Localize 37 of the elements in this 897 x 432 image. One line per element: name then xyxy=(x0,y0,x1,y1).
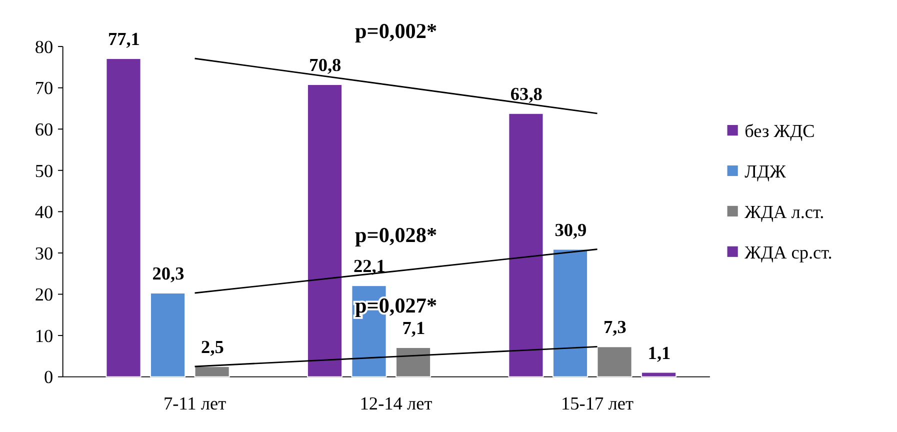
annotation: p=0,028* xyxy=(354,223,438,248)
data-label: 63,8 xyxy=(510,84,542,104)
legend-label: ЖДА л.ст. xyxy=(744,202,824,222)
bar xyxy=(552,248,588,378)
bar xyxy=(150,292,186,378)
y-tick-label: 80 xyxy=(34,36,54,57)
y-tick-label: 0 xyxy=(44,367,54,388)
data-label: 7,3 xyxy=(604,317,626,338)
data-label: 30,9 xyxy=(554,220,587,240)
y-tick-label: 60 xyxy=(34,119,54,140)
bar xyxy=(396,347,432,378)
y-tick-label: 50 xyxy=(34,160,54,181)
y-tick-label: 70 xyxy=(34,78,54,98)
legend-label: без ЖДС xyxy=(744,121,815,142)
bar xyxy=(641,372,677,378)
data-label: 7,1 xyxy=(402,318,426,338)
data-label: 77,1 xyxy=(108,29,140,50)
x-tick-label: 12-14 лет xyxy=(360,394,432,414)
y-tick-label: 20 xyxy=(34,284,54,305)
bar xyxy=(194,366,230,378)
y-tick-label: 40 xyxy=(34,202,54,222)
x-tick-label: 7-11 лет xyxy=(163,394,226,414)
legend-label: ЖДА ср.ст. xyxy=(744,242,832,263)
data-label: 2,5 xyxy=(201,337,224,358)
y-tick-label: 30 xyxy=(34,243,54,264)
bar xyxy=(106,58,142,378)
data-label: 1,1 xyxy=(648,342,671,363)
bar xyxy=(508,112,544,378)
x-tick-label: 15-17 лет xyxy=(561,394,634,414)
legend-label: ЛДЖ xyxy=(744,162,786,182)
data-label: 20,3 xyxy=(152,264,184,284)
text: p=0,002* xyxy=(354,18,438,43)
data-label: 22,1 xyxy=(353,256,386,276)
y-tick-label: 10 xyxy=(34,326,54,346)
bar xyxy=(596,346,632,378)
bar xyxy=(306,84,342,378)
data-label: 70,8 xyxy=(309,55,342,76)
